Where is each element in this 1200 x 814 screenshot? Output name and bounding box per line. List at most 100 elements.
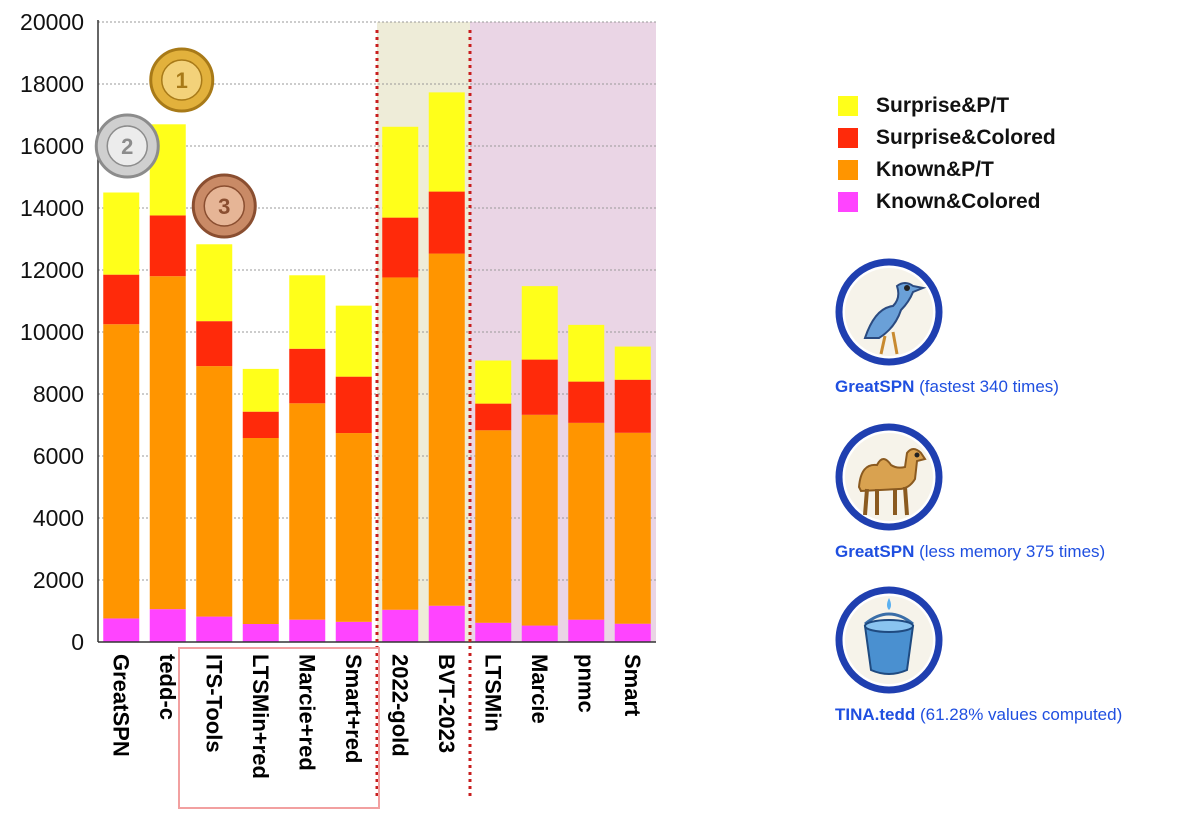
x-tick-labels: GreatSPN tedd-c ITS-Tools LTSMin+red Marcie+… [108,654,645,779]
x-tick-label: LTSMin+red [248,654,273,779]
y-tick-label: 10000 [20,319,84,345]
bar-segment [428,605,465,642]
legend-item: Surprise&P/T [838,90,1056,122]
bars [103,92,651,642]
y-tick-label: 16000 [20,133,84,159]
medal-center [106,125,148,167]
x-tick-label: pnmc [573,654,598,713]
x-tick-label: Marcie+red [294,654,319,771]
bar-segment [568,381,605,423]
legend-item: Known&P/T [838,154,1056,186]
y-tick-label: 14000 [20,195,84,221]
bar-segment [242,411,279,439]
y-tick-label: 8000 [33,381,84,407]
bar-segment [428,191,465,254]
medals: 1 2 3 [94,47,257,239]
bar-segment [568,619,605,642]
bar-segment [242,438,279,625]
x-tick-label: tedd-c [155,654,180,720]
bar-segment [289,348,326,404]
x-tick-label: 2022-gold [387,654,412,757]
bar-segment [335,433,372,622]
legend-label: Surprise&Colored [876,126,1056,149]
bar-segment [614,623,651,642]
bar-segment [196,244,233,322]
bar-segment [521,414,558,626]
bar-segment [521,625,558,642]
stacked-bar-chart: 0 2000 4000 6000 8000 10000 12000 14000 16000 180… [20,9,656,809]
y-tick-label: 6000 [33,443,84,469]
y-tick-label: 18000 [20,71,84,97]
x-tick-label: Smart+red [341,654,366,763]
legend-label: Surprise&P/T [876,94,1010,117]
bar-segment [335,305,372,377]
roadrunner-icon [835,258,943,366]
legend-item: Known&Colored [838,186,1056,218]
medal-center [203,185,245,227]
bar-segment [614,379,651,433]
bar-segment [382,277,419,610]
bar-segment [335,621,372,642]
bar-segment [196,321,233,367]
legend-label: Known&P/T [876,158,994,181]
bar-segment [475,403,512,431]
highlight-box [178,647,380,809]
x-tick-label: BVT-2023 [434,654,459,753]
y-tick-label: 4000 [33,505,84,531]
medal-rank: 2 [121,134,133,159]
legend: Surprise&P/T Surprise&Colored Known&P/T … [838,90,1056,218]
bucket-icon [835,586,943,694]
bar-segment [521,359,558,415]
overlays [178,30,472,809]
x-tick-label: GreatSPN [108,654,133,757]
bar-segment [149,215,186,277]
x-tick-label: Smart [620,654,645,717]
x-tick-label: LTSMin [480,654,505,732]
x-tick-label: Marcie [527,654,552,724]
bar-segment [289,619,326,642]
bar-segment [428,92,465,192]
legend-swatch [838,96,858,116]
bar-segment [382,126,419,218]
award-memory: GreatSPN (less memory 375 times) [835,423,1195,562]
bar-segment [196,616,233,642]
legend-swatch [838,192,858,212]
camel-icon [835,423,943,531]
bar-segment [568,324,605,382]
bar-segment [242,368,279,412]
medal-rank: 1 [176,68,188,93]
bar-segment [568,422,605,620]
award-caption: GreatSPN (less memory 375 times) [835,542,1106,561]
gridlines [98,21,656,581]
bar-segment [428,253,465,606]
bar-segment [103,324,140,619]
medal: 3 [191,173,257,239]
bar-segment [149,609,186,642]
y-tick-label: 20000 [20,9,84,35]
y-tick-label: 2000 [33,567,84,593]
bar-segment [475,360,512,404]
y-tick-label: 0 [71,629,84,655]
award-caption: GreatSPN (fastest 340 times) [835,377,1059,396]
bar-segment [382,609,419,642]
bar-segment [289,403,326,620]
award-caption: TINA.tedd (61.28% values computed) [835,705,1123,724]
bar-segment [521,286,558,360]
bar-segment [335,376,372,434]
bar-segment [614,432,651,624]
legend-label: Known&Colored [876,190,1041,213]
award-coverage: TINA.tedd (61.28% values computed) [835,586,1195,725]
medal: 2 [94,113,160,179]
y-tick-labels: 0 2000 4000 6000 8000 10000 12000 14000 16000 180… [20,9,84,655]
bar-segment [382,217,419,278]
x-tick-label: ITS-Tools [201,654,226,753]
bar-segment [614,346,651,380]
bar-segment [103,274,140,325]
legend-swatch [838,160,858,180]
bar-segment [103,192,140,275]
bar-segment [149,276,186,610]
medal-rank: 3 [218,194,230,219]
medal-center [161,59,203,101]
legend-item: Surprise&Colored [838,122,1056,154]
y-tick-label: 12000 [20,257,84,283]
